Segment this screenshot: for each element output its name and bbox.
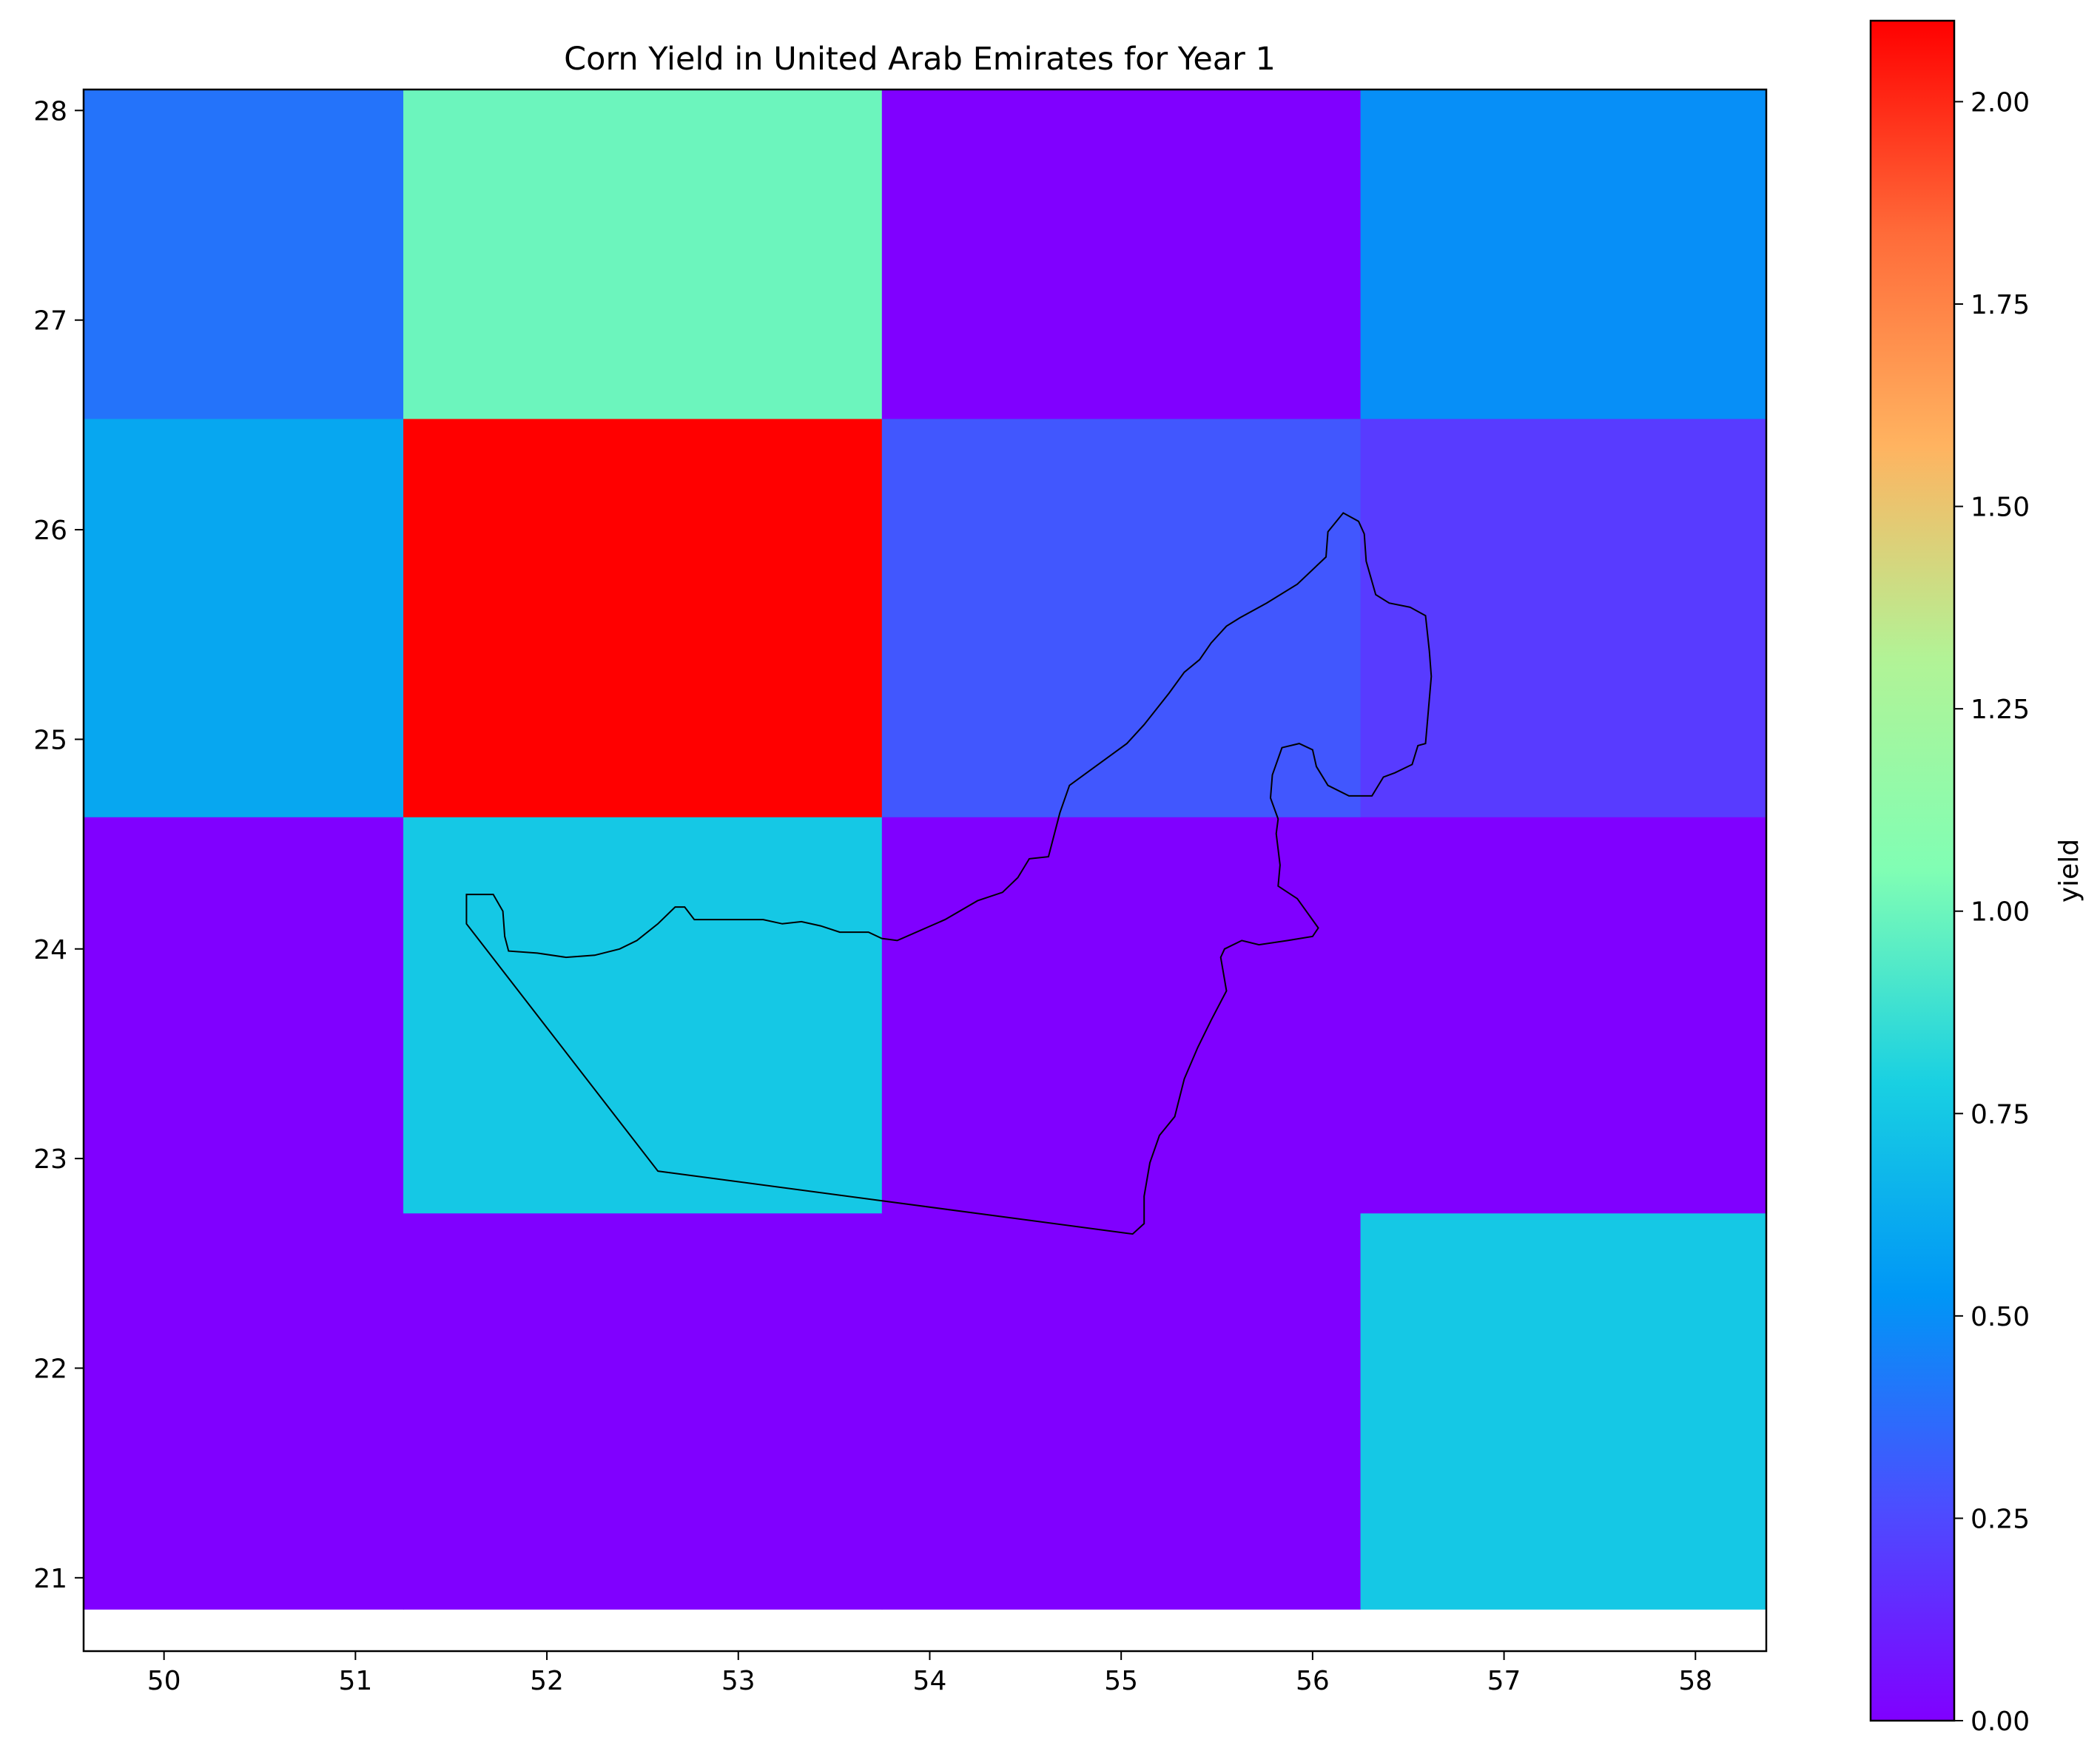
plot-area — [82, 88, 1768, 1653]
y-tick-label: 24 — [33, 935, 67, 965]
y-tick-label: 23 — [33, 1144, 67, 1175]
x-tick-label: 58 — [1678, 1666, 1712, 1696]
colorbar-tick-label: 1.75 — [1971, 290, 2030, 320]
heatmap-cell — [403, 1212, 883, 1610]
heatmap-cell — [881, 1212, 1362, 1610]
heatmap-cell — [881, 418, 1362, 817]
y-tick-label: 28 — [33, 96, 67, 126]
heatmap-cell — [403, 90, 883, 419]
x-tick-label: 53 — [721, 1666, 755, 1696]
x-tick-label: 57 — [1487, 1666, 1521, 1696]
heatmap-cells — [84, 90, 1767, 1610]
x-tick-label: 50 — [147, 1666, 181, 1696]
colorbar-tick-label: 0.75 — [1971, 1099, 2030, 1130]
heatmap-cell — [84, 817, 404, 1214]
y-tick-label: 22 — [33, 1354, 67, 1384]
colorbar-tick-label: 1.50 — [1971, 493, 2030, 523]
x-tick-label: 51 — [338, 1666, 372, 1696]
colorbar-tick-label: 1.25 — [1971, 695, 2030, 725]
colorbar-label: yield — [2054, 839, 2084, 903]
heatmap-cell — [1360, 418, 1767, 817]
y-tick-label: 21 — [33, 1564, 67, 1594]
heatmap-cell — [403, 418, 883, 817]
heatmap-cell — [881, 90, 1362, 419]
colorbar — [1869, 19, 1956, 1722]
heatmap-cell — [84, 90, 404, 419]
colorbar-ticks: 0.00 0.25 0.50 0.75 1.00 1.25 1.50 1.75 2.00 — [1954, 87, 2030, 1737]
x-tick-label: 55 — [1104, 1666, 1138, 1696]
y-tick-label: 27 — [33, 306, 67, 337]
colorbar-tick-label: 2.00 — [1971, 87, 2030, 118]
chart-title: Corn Yield in United Arab Emirates for Y… — [564, 41, 1276, 78]
x-tick-label: 56 — [1296, 1666, 1330, 1696]
colorbar-tick-label: 0.00 — [1971, 1707, 2030, 1737]
heatmap-cell — [1360, 817, 1767, 1214]
colorbar-tick-label: 0.50 — [1971, 1302, 2030, 1332]
heatmap-cell — [1360, 90, 1767, 419]
colorbar-tick-label: 0.25 — [1971, 1504, 2030, 1534]
x-axis: 50 51 52 53 54 55 56 57 58 — [147, 1651, 1712, 1696]
heatmap-cell — [881, 817, 1362, 1214]
country-outline — [465, 512, 1433, 1235]
y-tick-label: 26 — [33, 516, 67, 546]
heatmap-cell — [403, 817, 883, 1214]
heatmap-cell — [84, 1212, 404, 1610]
y-tick-label: 25 — [33, 725, 67, 755]
x-tick-label: 52 — [530, 1666, 564, 1696]
heatmap-cell — [84, 418, 404, 817]
colorbar-tick-label: 1.00 — [1971, 897, 2030, 928]
y-axis: 21 22 23 24 25 26 27 28 — [33, 96, 84, 1594]
x-tick-label: 54 — [913, 1666, 947, 1696]
heatmap-cell — [1360, 1212, 1767, 1610]
